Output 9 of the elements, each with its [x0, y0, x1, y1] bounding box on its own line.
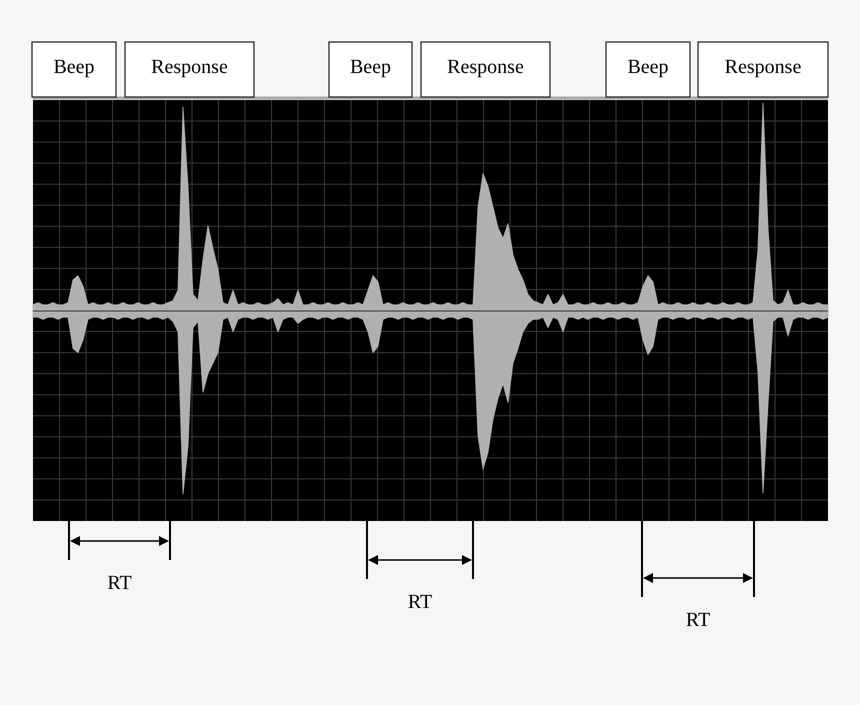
- text: RT: [408, 591, 432, 613]
- text: Response: [151, 56, 228, 78]
- text: Beep: [53, 56, 95, 78]
- text: RT: [107, 572, 132, 594]
- text: Response: [447, 56, 524, 78]
- text: Beep: [627, 56, 669, 78]
- text: RT: [686, 609, 710, 631]
- text: Response: [724, 56, 802, 78]
- text: Beep: [350, 56, 392, 78]
